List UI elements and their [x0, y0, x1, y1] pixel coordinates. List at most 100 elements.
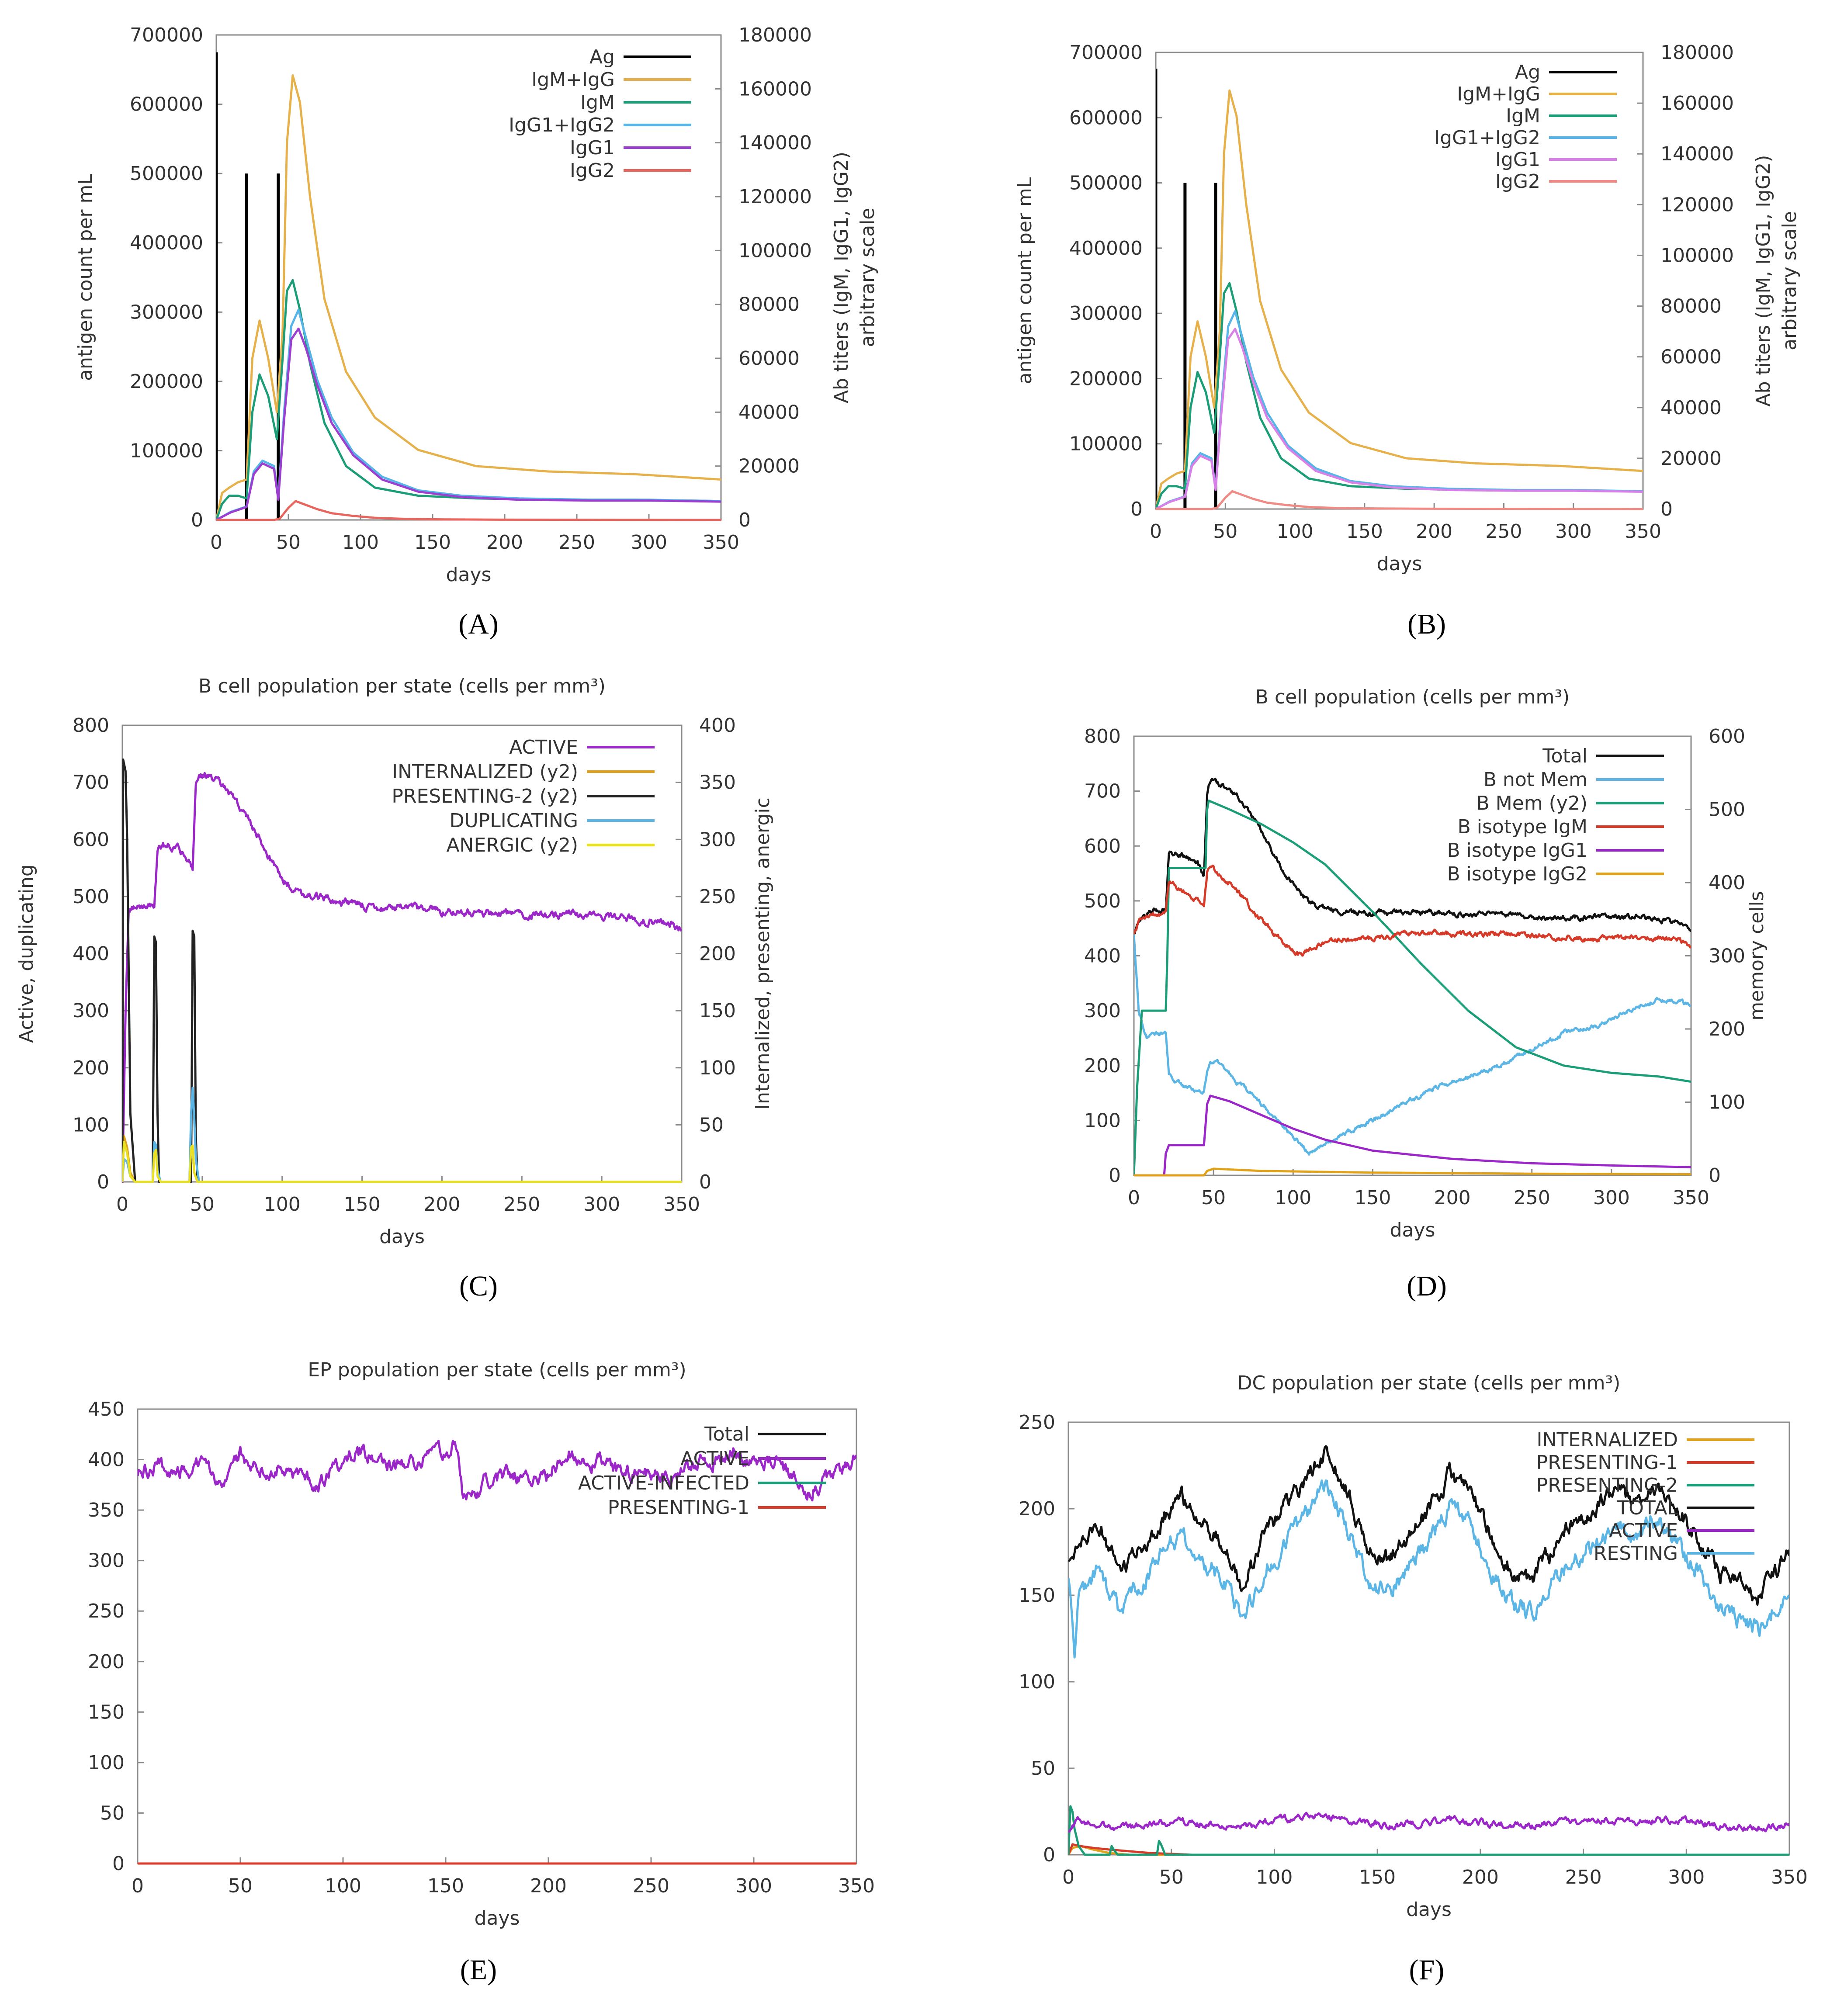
legend-entry: IgM — [1506, 105, 1540, 127]
x-tick-label: 350 — [1625, 520, 1661, 543]
series-igg1-igg2 — [216, 308, 721, 521]
x-tick-label: 150 — [344, 1193, 381, 1216]
x-tick-label: 350 — [838, 1875, 875, 1897]
x-tick-label: 150 — [414, 531, 451, 554]
series-b-isotype-igm — [1134, 864, 1691, 957]
legend-entry: ACTIVE-INFECTED — [578, 1472, 749, 1494]
y2-tick-label: 0 — [1709, 1164, 1721, 1187]
y-tick-label: 50 — [1031, 1757, 1055, 1780]
x-axis-label: days — [1377, 553, 1422, 575]
chart-panel: B cell population (cells per mm³) 0 50 100 1… — [1084, 686, 1768, 1302]
y2-tick-label: 250 — [699, 886, 736, 908]
x-tick-label: 300 — [1593, 1187, 1630, 1209]
x-tick-label: 250 — [633, 1875, 669, 1897]
x-tick-label: 50 — [190, 1193, 215, 1216]
y2-tick-label: 60000 — [1660, 346, 1722, 368]
legend-entry: ACTIVE — [1609, 1520, 1678, 1542]
x-tick-label: 350 — [663, 1193, 700, 1216]
panel-label: (D) — [1407, 1270, 1447, 1302]
y-tick-label: 250 — [1019, 1411, 1055, 1434]
x-tick-label: 150 — [1359, 1866, 1396, 1888]
legend-entry: B isotype IgG2 — [1447, 863, 1587, 885]
y2-tick-label: 120000 — [1660, 194, 1734, 216]
legend-entry: B isotype IgM — [1458, 816, 1587, 838]
panel-label: (F) — [1409, 1954, 1445, 1986]
y2-tick-label: 150 — [699, 1000, 736, 1022]
y-axis-label: antigen count per mL — [1014, 177, 1036, 384]
x-tick-label: 100 — [325, 1875, 361, 1897]
plot-area — [122, 758, 682, 1183]
series-b-not-mem — [1134, 934, 1691, 1156]
series-active — [1068, 1812, 1789, 1833]
y2-axis-label: Ab titers (IgM, IgG1, IgG2) — [830, 152, 853, 403]
y2-tick-label: 140000 — [1660, 143, 1734, 165]
y-tick-label: 400 — [73, 943, 109, 965]
plot-area — [138, 1440, 856, 1865]
y-tick-label: 700 — [73, 772, 109, 794]
legend-entry: Ag — [589, 46, 615, 68]
x-tick-label: 350 — [1673, 1187, 1709, 1209]
y-tick-label: 0 — [1043, 1844, 1055, 1866]
y-tick-label: 300000 — [130, 301, 203, 323]
y-tick-label: 200 — [88, 1651, 125, 1673]
legend-entry: IgG2 — [1495, 170, 1540, 193]
y2-tick-label: 100000 — [1660, 244, 1734, 267]
legend-entry: IgG1 — [1495, 149, 1540, 171]
y-tick-label: 100 — [73, 1114, 109, 1136]
x-tick-label: 300 — [1555, 520, 1592, 543]
legend-entry: Total — [1542, 745, 1587, 767]
x-tick-label: 0 — [1128, 1187, 1140, 1209]
legend-entry: TOTAL — [1616, 1497, 1678, 1519]
plot-area — [216, 52, 721, 521]
panel-label: (A) — [458, 608, 499, 640]
x-tick-label: 300 — [735, 1875, 772, 1897]
y-tick-label: 700 — [1084, 780, 1121, 803]
y-tick-label: 600 — [1084, 835, 1121, 857]
x-tick-label: 50 — [228, 1875, 253, 1897]
y2-tick-label: 160000 — [738, 78, 812, 100]
y-tick-label: 300 — [1084, 1000, 1121, 1022]
x-tick-label: 150 — [427, 1875, 464, 1897]
y2-tick-label: 350 — [699, 772, 736, 794]
y2-tick-label: 0 — [699, 1171, 711, 1193]
x-axis-label: days — [446, 564, 492, 586]
series-total — [1068, 1445, 1789, 1606]
legend-entry: ACTIVE — [680, 1448, 749, 1470]
chart-panel: EP population per state (cells per mm³) 0… — [88, 1359, 875, 1986]
y-tick-label: 600 — [73, 828, 109, 851]
series-duplicating — [122, 1087, 682, 1183]
series-igm-igg — [216, 74, 721, 520]
legend-entry: DUPLICATING — [450, 810, 578, 832]
x-tick-label: 0 — [210, 531, 222, 554]
legend-entry: ACTIVE — [509, 736, 578, 759]
x-axis-label: days — [1406, 1898, 1452, 1921]
y-tick-label: 600000 — [1069, 107, 1143, 129]
series-resting — [1068, 1479, 1789, 1659]
y-tick-label: 100 — [1084, 1109, 1121, 1132]
series-igg2 — [216, 500, 721, 521]
legend-entry: PRESENTING-1 — [608, 1496, 749, 1519]
legend-entry: PRESENTING-1 — [1536, 1451, 1678, 1474]
series-igm — [1156, 282, 1643, 509]
x-tick-label: 350 — [1771, 1866, 1808, 1888]
x-tick-label: 200 — [1434, 1187, 1471, 1209]
y2-tick-label: 180000 — [1660, 42, 1734, 64]
x-tick-label: 150 — [1346, 520, 1383, 543]
y2-axis-label: arbitrary scale — [856, 208, 879, 347]
series-anergic-y2 — [122, 1141, 682, 1183]
legend-entry: INTERNALIZED — [1537, 1429, 1678, 1451]
x-tick-label: 50 — [1159, 1866, 1184, 1888]
y2-tick-label: 140000 — [738, 132, 812, 154]
x-tick-label: 200 — [1462, 1866, 1499, 1888]
panel-label: (C) — [459, 1270, 498, 1302]
y-tick-label: 500000 — [1069, 172, 1143, 194]
y2-tick-label: 20000 — [738, 455, 800, 478]
y-tick-label: 600000 — [130, 94, 203, 116]
y2-tick-label: 400 — [699, 714, 736, 737]
y-tick-label: 450 — [88, 1398, 125, 1420]
y-tick-label: 0 — [112, 1853, 125, 1875]
y-tick-label: 700000 — [1069, 42, 1143, 64]
y2-tick-label: 0 — [1660, 498, 1673, 520]
x-tick-label: 250 — [558, 531, 595, 554]
